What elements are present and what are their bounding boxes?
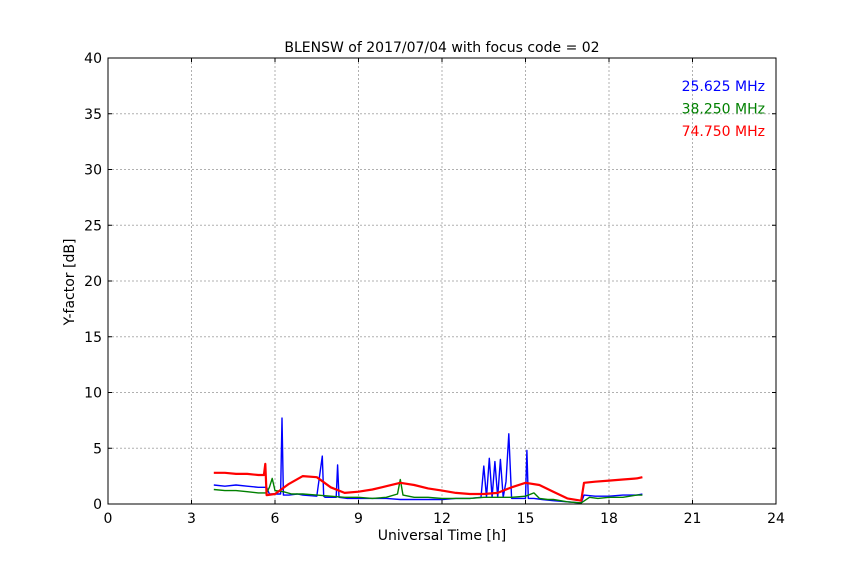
series-line-2 [213,477,643,504]
y-axis-label: Y-factor [dB] [62,239,78,327]
x-tick-label: 18 [600,511,618,527]
chart-title: BLENSW of 2017/07/04 with focus code = 0… [284,40,599,56]
legend-entry-3: 74.750 MHz [682,124,765,140]
axis-ticks: 0 3 6 9 12 15 18 21 24 0 5 10 15 20 25 30 35 40 [84,51,785,527]
x-tick-label: 6 [271,511,280,527]
x-tick-label: 15 [517,511,535,527]
y-tick-label: 10 [84,386,102,402]
legend: 25.625 MHz 38.250 MHz 74.750 MHz [682,79,765,140]
y-tick-label: 20 [84,274,102,290]
legend-entry-1: 25.625 MHz [682,79,765,95]
x-tick-label: 12 [433,511,451,527]
plot-series [213,417,643,504]
x-tick-label: 21 [684,511,702,527]
y-tick-label: 40 [84,51,102,67]
x-axis-label: Universal Time [h] [378,528,506,544]
y-tick-label: 30 [84,163,102,179]
y-tick-label: 0 [93,497,102,513]
legend-entry-2: 38.250 MHz [682,102,765,118]
y-tick-label: 35 [84,107,102,123]
series-line-3 [213,462,643,502]
series-line-1 [213,417,643,504]
y-tick-label: 25 [84,218,102,234]
y-tick-label: 5 [93,441,102,457]
x-tick-label: 3 [187,511,196,527]
x-tick-label: 0 [104,511,113,527]
y-tick-label: 15 [84,330,102,346]
x-tick-label: 24 [767,511,785,527]
x-tick-label: 9 [354,511,363,527]
